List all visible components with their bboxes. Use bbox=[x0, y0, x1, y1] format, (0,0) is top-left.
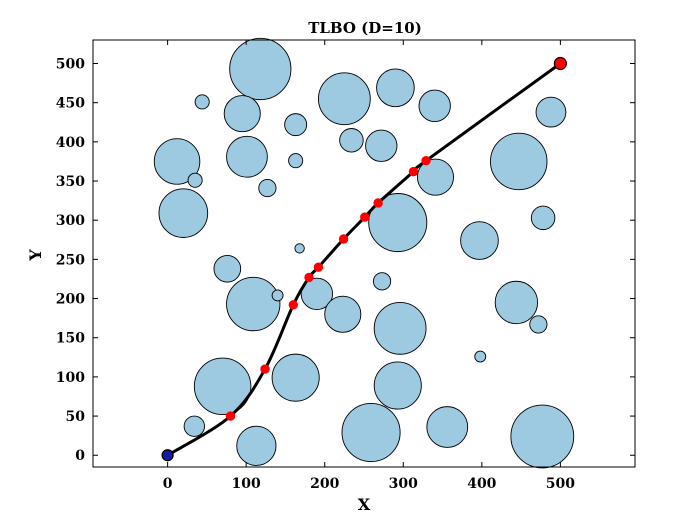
obstacle-circle bbox=[416, 158, 454, 196]
obstacle-circle bbox=[535, 96, 567, 128]
x-tick-label: 0 bbox=[163, 476, 173, 492]
obstacle-circle bbox=[510, 404, 575, 469]
y-tick-label: 500 bbox=[56, 57, 85, 73]
obstacle-circle bbox=[426, 406, 469, 448]
start-marker bbox=[161, 449, 174, 462]
x-tick-label: 100 bbox=[232, 476, 261, 492]
chart-title: TLBO (D=10) bbox=[308, 19, 422, 37]
waypoint-marker bbox=[408, 166, 419, 177]
obstacle-circle bbox=[372, 272, 392, 291]
waypoint-marker bbox=[373, 198, 383, 208]
waypoint-marker bbox=[260, 364, 270, 374]
y-tick-label: 450 bbox=[56, 96, 85, 112]
obstacle-circle bbox=[494, 280, 539, 325]
obstacle-circle bbox=[460, 221, 499, 260]
obstacle-circle bbox=[153, 138, 201, 185]
obstacle-circle bbox=[271, 289, 284, 302]
x-tick-label: 400 bbox=[467, 476, 496, 492]
obstacle-circle bbox=[187, 172, 203, 188]
obstacle-circle bbox=[418, 89, 451, 122]
obstacle-circle bbox=[474, 350, 487, 363]
obstacle-circle bbox=[368, 193, 428, 253]
obstacle-circle bbox=[376, 68, 415, 108]
y-tick-label: 350 bbox=[56, 174, 85, 190]
x-tick-label: 200 bbox=[310, 476, 339, 492]
waypoint-marker bbox=[338, 234, 349, 244]
obstacle-circle bbox=[284, 113, 308, 137]
y-tick-label: 50 bbox=[66, 409, 86, 425]
obstacle-circle bbox=[288, 153, 304, 169]
obstacle-circle bbox=[236, 425, 277, 466]
obstacle-circle bbox=[300, 277, 334, 311]
y-tick-label: 150 bbox=[56, 331, 85, 347]
goal-marker bbox=[553, 56, 567, 71]
y-tick-label: 400 bbox=[56, 135, 85, 151]
obstacle-circle bbox=[213, 254, 242, 283]
obstacle-circle bbox=[529, 315, 548, 334]
y-tick-label: 200 bbox=[56, 292, 85, 308]
waypoint-marker bbox=[304, 272, 314, 283]
waypoint-marker bbox=[313, 262, 324, 272]
y-tick-label: 300 bbox=[56, 213, 85, 229]
waypoint-marker bbox=[225, 411, 236, 421]
obstacle-circle bbox=[341, 403, 401, 463]
obstacle-circle bbox=[223, 95, 261, 133]
obstacle-circle bbox=[183, 415, 205, 437]
obstacle-circle bbox=[226, 135, 268, 178]
obstacle-circle bbox=[294, 243, 305, 254]
obstacle-circle bbox=[490, 132, 548, 191]
obstacle-circle bbox=[365, 129, 398, 162]
y-tick-label: 250 bbox=[56, 252, 85, 268]
x-tick-label: 500 bbox=[546, 476, 575, 492]
ticks-layer: 0 100 200 300 400 500 0 50 100 150 200 250 300 350 400… bbox=[56, 40, 635, 492]
obstacle-circle bbox=[229, 37, 292, 101]
y-tick-label: 0 bbox=[75, 448, 85, 464]
x-tick-label: 300 bbox=[389, 476, 418, 492]
y-tick-label: 100 bbox=[56, 370, 85, 386]
waypoint-marker bbox=[288, 300, 299, 310]
plot-frame bbox=[92, 39, 636, 468]
obstacle-circle bbox=[194, 94, 210, 110]
y-axis-label: Y bbox=[26, 249, 45, 262]
obstacle-circle bbox=[226, 276, 281, 332]
obstacle-circle bbox=[271, 353, 320, 402]
obstacle-circle bbox=[258, 178, 277, 198]
obstacle-circle bbox=[373, 361, 422, 410]
x-axis-label: X bbox=[358, 495, 371, 514]
obstacle-circle bbox=[158, 188, 209, 238]
waypoint-marker bbox=[421, 155, 431, 166]
obstacle-circle bbox=[373, 301, 427, 355]
obstacle-circle bbox=[530, 205, 556, 231]
obstacle-circle bbox=[317, 72, 371, 126]
obstacles-layer bbox=[153, 37, 575, 469]
obstacle-circle bbox=[339, 128, 364, 153]
obstacle-circle bbox=[193, 357, 252, 416]
waypoint-marker bbox=[360, 212, 370, 222]
obstacle-circle bbox=[324, 295, 362, 333]
markers-layer bbox=[161, 56, 567, 462]
